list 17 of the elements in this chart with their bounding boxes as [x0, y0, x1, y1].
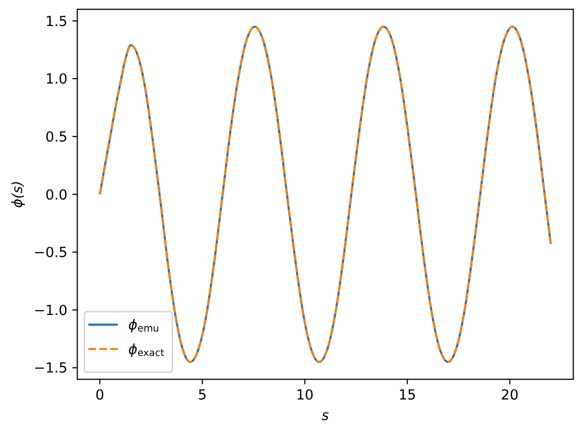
line-series: [98, 26, 552, 363]
x-axis-title: s: [322, 408, 329, 424]
x-tick-label: 5: [198, 388, 207, 404]
y-tick-label: 0.5: [45, 129, 68, 146]
y-tick-label: −0.5: [34, 245, 68, 262]
x-tick-label: 0: [95, 388, 104, 404]
x-tick-label: 15: [398, 388, 416, 404]
y-tick-label: 1.5: [45, 14, 68, 30]
y-tick-label: 0.0: [45, 187, 68, 204]
y-axis-title: ϕ(s): [10, 180, 26, 208]
y-tick-label: 1.0: [45, 72, 68, 88]
y-tick-label: −1.0: [34, 302, 68, 319]
x-tick-label: 20: [500, 388, 519, 404]
legend-label: ϕ$_{exact}$: [128, 342, 164, 360]
x-tick-label: 10: [296, 388, 314, 404]
y-tick-label: −1.5: [34, 360, 68, 377]
legend-label: ϕ$_{emu}$: [128, 318, 160, 335]
